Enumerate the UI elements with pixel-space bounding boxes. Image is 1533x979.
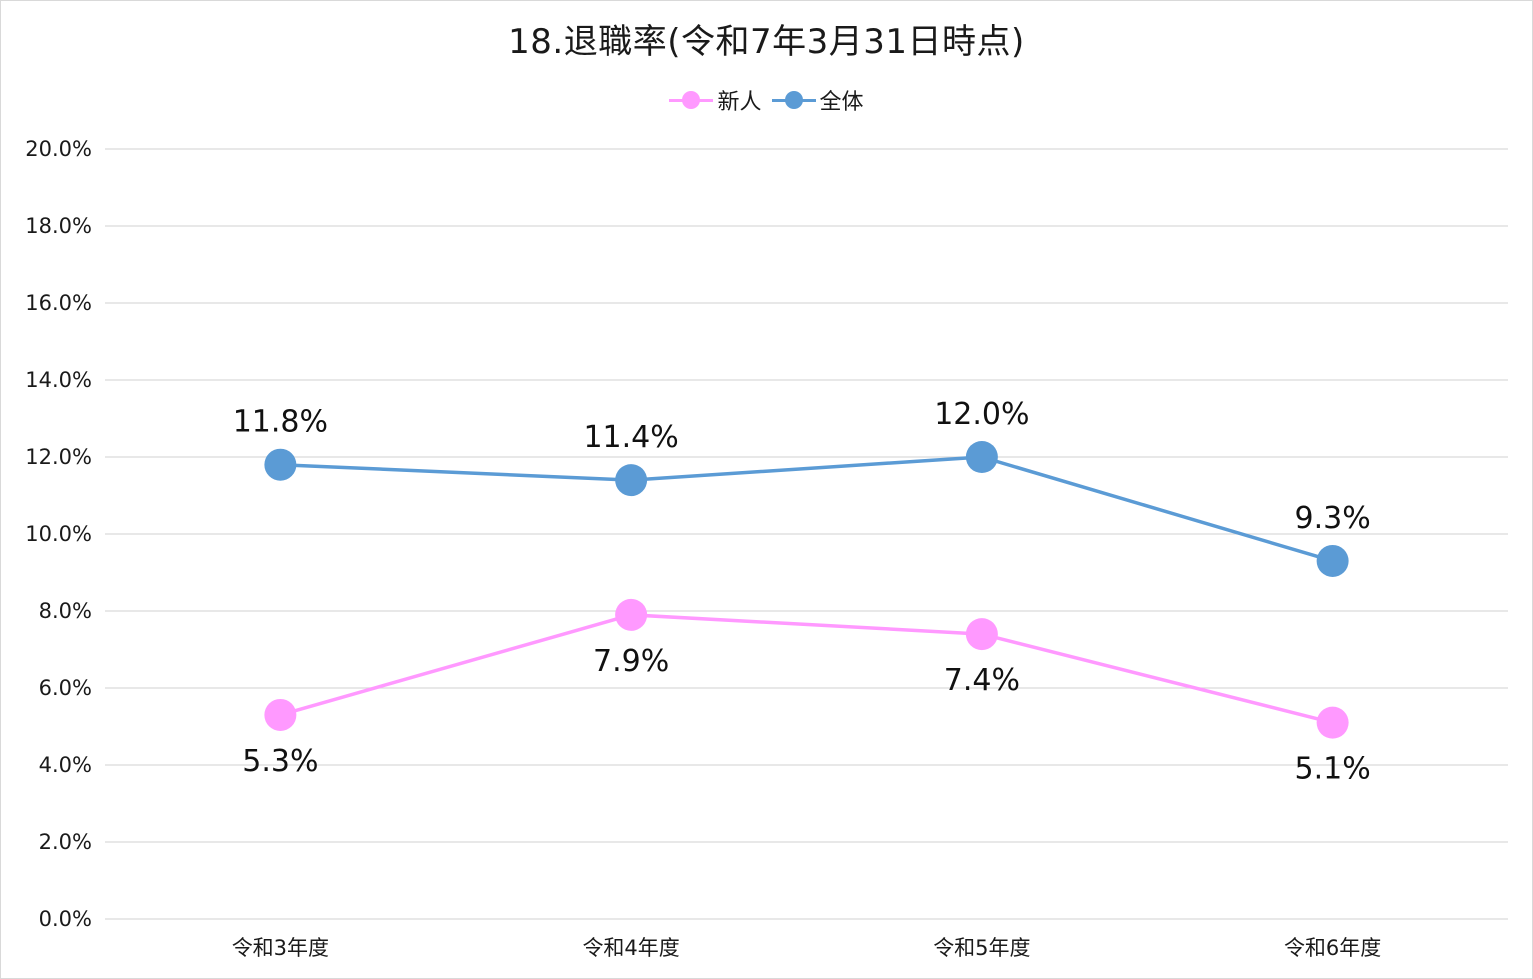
legend-swatch-all-staff [771,89,816,111]
data-label: 11.8% [233,405,328,440]
y-tick-label: 18.0% [25,214,92,238]
x-tick-label: 令和4年度 [582,936,679,960]
legend-label-new-hires: 新人 [717,90,762,115]
legend-item-new-hires: 新人 [669,84,762,116]
data-point [1316,544,1349,577]
y-tick-label: 14.0% [25,368,92,392]
data-point [1316,706,1349,739]
data-point [965,618,998,651]
data-label: 7.9% [593,644,669,679]
data-label: 11.4% [583,420,678,455]
legend-label-all-staff: 全体 [819,90,864,115]
chart-title: 18.退職率(令和7年3月31日時点) [508,22,1025,62]
x-tick-label: 令和6年度 [1284,936,1381,960]
chart-legend: 新人 全体 [0,84,1533,116]
data-label: 12.0% [934,397,1029,432]
legend-swatch-new-hires [669,89,714,111]
data-point [615,598,648,631]
data-point [264,448,297,481]
legend-item-all-staff: 全体 [771,84,864,116]
x-tick-label: 令和3年度 [232,936,329,960]
data-label: 9.3% [1295,501,1371,536]
data-point [264,698,297,731]
series-line [280,455,1334,563]
data-label: 7.4% [944,663,1020,698]
data-label: 5.3% [242,744,318,779]
y-tick-label: 16.0% [25,291,92,315]
y-tick-label: 20.0% [25,137,92,161]
series-line [279,613,1334,725]
data-label: 5.1% [1295,752,1371,787]
y-tick-label: 12.0% [25,445,92,469]
y-tick-label: 10.0% [25,522,92,546]
y-tick-label: 8.0% [39,599,92,623]
y-tick-label: 2.0% [39,830,92,854]
y-tick-label: 6.0% [39,676,92,700]
y-tick-label: 0.0% [39,907,92,931]
y-tick-label: 4.0% [39,753,92,777]
x-tick-label: 令和5年度 [933,936,1030,960]
data-point [615,464,648,497]
data-point [965,441,998,473]
